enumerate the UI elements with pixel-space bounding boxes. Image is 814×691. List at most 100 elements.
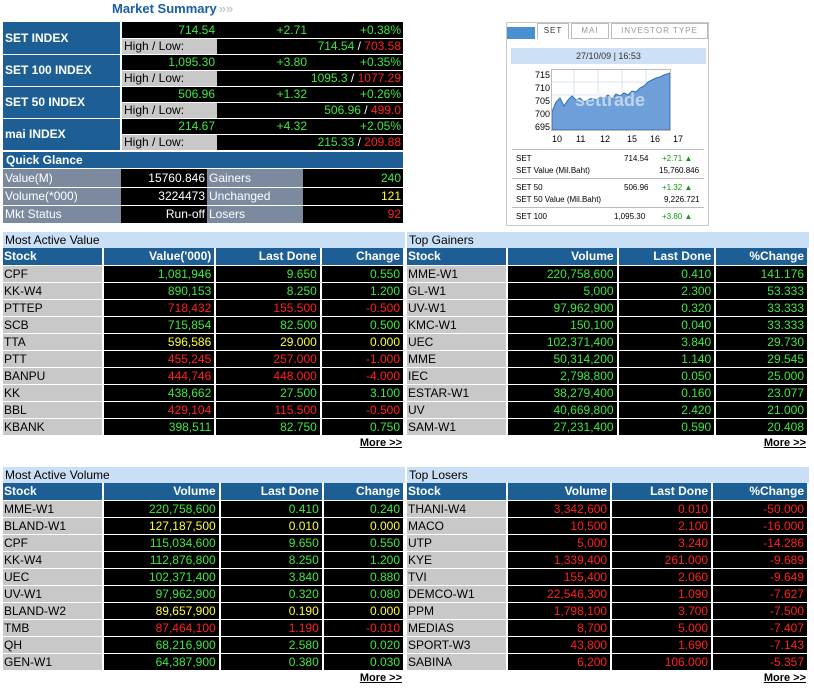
table-row[interactable]: UV-W1 97,962,900 0.320 0.080 xyxy=(3,585,406,603)
table-row[interactable]: SAM-W1 27,231,400 0.590 20.408 xyxy=(407,418,809,436)
table-row[interactable]: TVI 155,400 2.060 -9.649 xyxy=(407,568,809,586)
stock-symbol[interactable]: UEC xyxy=(3,568,104,586)
index-name[interactable]: SET 100 INDEX xyxy=(3,54,122,87)
more-link[interactable]: More >> xyxy=(763,671,806,684)
stock-symbol[interactable]: SCB xyxy=(3,316,104,334)
stock-symbol[interactable]: PTT xyxy=(3,350,104,368)
index-name[interactable]: SET INDEX xyxy=(3,22,122,55)
stock-symbol[interactable]: BLAND-W1 xyxy=(3,517,104,535)
stock-symbol[interactable]: IEC xyxy=(407,367,508,385)
column-header[interactable]: %Change xyxy=(715,248,809,266)
stock-symbol[interactable]: MACO xyxy=(407,517,508,535)
stock-symbol[interactable]: MME-W1 xyxy=(3,500,104,518)
stock-symbol[interactable]: UV-W1 xyxy=(407,299,508,317)
stock-symbol[interactable]: DEMCO-W1 xyxy=(407,585,508,603)
table-row[interactable]: THANI-W4 3,342,600 0.010 -50.000 xyxy=(407,500,809,518)
tab-investor-type[interactable]: INVESTOR TYPE xyxy=(611,23,708,39)
column-header[interactable]: Change xyxy=(320,248,406,266)
table-row[interactable]: TTA 596,586 29.000 0.000 xyxy=(3,333,406,351)
stock-symbol[interactable]: MME-W1 xyxy=(407,265,508,283)
table-row[interactable]: SCB 715,854 82.500 0.500 xyxy=(3,316,406,334)
table-row[interactable]: KK-W4 112,876,800 8.250 1.200 xyxy=(3,551,406,569)
stock-symbol[interactable]: UTP xyxy=(407,534,508,552)
index-name[interactable]: mai INDEX xyxy=(3,118,122,151)
column-header[interactable]: Stock xyxy=(407,248,508,266)
table-row[interactable]: MACO 10,500 2.100 -16.000 xyxy=(407,517,809,535)
stock-symbol[interactable]: KMC-W1 xyxy=(407,316,508,334)
tab-mai[interactable]: MAI xyxy=(571,23,609,39)
stock-symbol[interactable]: UEC xyxy=(407,333,508,351)
table-row[interactable]: DEMCO-W1 22,546,300 1.090 -7.627 xyxy=(407,585,809,603)
table-row[interactable]: GL-W1 5,000 2.300 53.333 xyxy=(407,282,809,300)
column-header[interactable]: Volume xyxy=(507,483,613,501)
column-header[interactable]: %Change xyxy=(712,483,809,501)
table-row[interactable]: UEC 102,371,400 3.840 0.880 xyxy=(3,568,406,586)
stock-symbol[interactable]: KYE xyxy=(407,551,508,569)
more-link[interactable]: More >> xyxy=(359,436,402,449)
stock-symbol[interactable]: SAM-W1 xyxy=(407,418,508,436)
table-row[interactable]: KK 438,662 27.500 3.100 xyxy=(3,384,406,402)
stock-symbol[interactable]: TVI xyxy=(407,568,508,586)
stock-symbol[interactable]: MEDIAS xyxy=(407,619,508,637)
table-row[interactable]: KK-W4 890,153 8.250 1.200 xyxy=(3,282,406,300)
stock-symbol[interactable]: CPF xyxy=(3,265,104,283)
stock-symbol[interactable]: MME xyxy=(407,350,508,368)
table-row[interactable]: MME-W1 220,758,600 0.410 0.240 xyxy=(3,500,406,518)
table-row[interactable]: TMB 87,464,100 1.190 -0.010 xyxy=(3,619,406,637)
column-header[interactable]: Last Done xyxy=(611,483,714,501)
table-row[interactable]: QH 68,216,900 2.580 0.020 xyxy=(3,636,406,654)
stock-symbol[interactable]: KBANK xyxy=(3,418,104,436)
table-row[interactable]: PPM 1,798,100 3.700 -7.500 xyxy=(407,602,809,620)
column-header[interactable]: Value('000) xyxy=(103,248,217,266)
stock-symbol[interactable]: KK-W4 xyxy=(3,282,104,300)
table-row[interactable]: BLAND-W1 127,187,500 0.010 0.000 xyxy=(3,517,406,535)
stock-symbol[interactable]: PTTEP xyxy=(3,299,104,317)
table-row[interactable]: KYE 1,339,400 261.000 -9.689 xyxy=(407,551,809,569)
table-row[interactable]: KBANK 398,511 82.750 0.750 xyxy=(3,418,406,436)
table-row[interactable]: ESTAR-W1 38,279,400 0.160 23.077 xyxy=(407,384,809,402)
column-header[interactable]: Stock xyxy=(3,483,104,501)
column-header[interactable]: Change xyxy=(322,483,406,501)
column-header[interactable]: Last Done xyxy=(219,483,324,501)
stock-symbol[interactable]: UV-W1 xyxy=(3,585,104,603)
table-row[interactable]: MEDIAS 8,700 5.000 -7.407 xyxy=(407,619,809,637)
column-header[interactable]: Last Done xyxy=(617,248,717,266)
table-row[interactable]: SABINA 6,200 106.000 -5.357 xyxy=(407,653,809,671)
table-row[interactable]: SPORT-W3 43,800 1.690 -7.143 xyxy=(407,636,809,654)
table-row[interactable]: KMC-W1 150,100 0.040 33.333 xyxy=(407,316,809,334)
table-row[interactable]: CPF 1,081,946 9.650 0.550 xyxy=(3,265,406,283)
table-row[interactable]: IEC 2,798,800 0.050 25.000 xyxy=(407,367,809,385)
table-row[interactable]: BANPU 444,746 448.000 -4.000 xyxy=(3,367,406,385)
more-link[interactable]: More >> xyxy=(763,436,806,449)
stock-symbol[interactable]: PPM xyxy=(407,602,508,620)
stock-symbol[interactable]: KK-W4 xyxy=(3,551,104,569)
more-link[interactable]: More >> xyxy=(359,671,402,684)
stock-symbol[interactable]: BBL xyxy=(3,401,104,419)
table-row[interactable]: PTT 455,245 257.000 -1.000 xyxy=(3,350,406,368)
column-header[interactable]: Stock xyxy=(3,248,104,266)
stock-symbol[interactable]: KK xyxy=(3,384,104,402)
index-name[interactable]: SET 50 INDEX xyxy=(3,86,122,119)
stock-symbol[interactable]: BLAND-W2 xyxy=(3,602,104,620)
table-row[interactable]: BBL 429,104 115.500 -0.500 xyxy=(3,401,406,419)
stock-symbol[interactable]: SABINA xyxy=(407,653,508,671)
stock-symbol[interactable]: THANI-W4 xyxy=(407,500,508,518)
column-header[interactable]: Volume xyxy=(103,483,221,501)
table-row[interactable]: GEN-W1 64,387,900 0.380 0.030 xyxy=(3,653,406,671)
stock-symbol[interactable]: SPORT-W3 xyxy=(407,636,508,654)
table-row[interactable]: UV 40,669,800 2.420 21.000 xyxy=(407,401,809,419)
stock-symbol[interactable]: CPF xyxy=(3,534,104,552)
stock-symbol[interactable]: TTA xyxy=(3,333,104,351)
stock-symbol[interactable]: UV xyxy=(407,401,508,419)
table-row[interactable]: BLAND-W2 89,657,900 0.190 0.000 xyxy=(3,602,406,620)
stock-symbol[interactable]: GEN-W1 xyxy=(3,653,104,671)
table-row[interactable]: MME-W1 220,758,600 0.410 141.176 xyxy=(407,265,809,283)
stock-symbol[interactable]: GL-W1 xyxy=(407,282,508,300)
stock-symbol[interactable]: TMB xyxy=(3,619,104,637)
tab-set[interactable]: SET xyxy=(537,23,569,39)
stock-symbol[interactable]: QH xyxy=(3,636,104,654)
column-header[interactable]: Last Done xyxy=(215,248,322,266)
table-row[interactable]: UTP 5,000 3.240 -14.286 xyxy=(407,534,809,552)
table-row[interactable]: MME 50,314,200 1.140 29.545 xyxy=(407,350,809,368)
stock-symbol[interactable]: ESTAR-W1 xyxy=(407,384,508,402)
